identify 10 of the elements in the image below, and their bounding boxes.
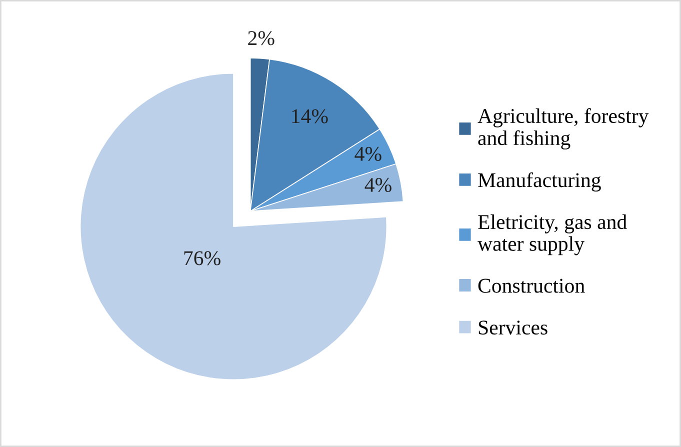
legend-label: Agriculture, forestry and fishing bbox=[478, 108, 649, 150]
data-label: 76% bbox=[184, 251, 220, 266]
data-label: 4% bbox=[354, 146, 382, 162]
data-label: 14% bbox=[292, 109, 328, 124]
legend-label: Construction bbox=[478, 278, 585, 293]
data-label: 4% bbox=[364, 178, 392, 192]
data-label: 2% bbox=[248, 31, 274, 46]
legend-label: Eletricity, gas and water supply bbox=[478, 214, 627, 256]
legend-label: Manufacturing bbox=[478, 172, 601, 192]
legend-label: Services bbox=[478, 320, 548, 335]
